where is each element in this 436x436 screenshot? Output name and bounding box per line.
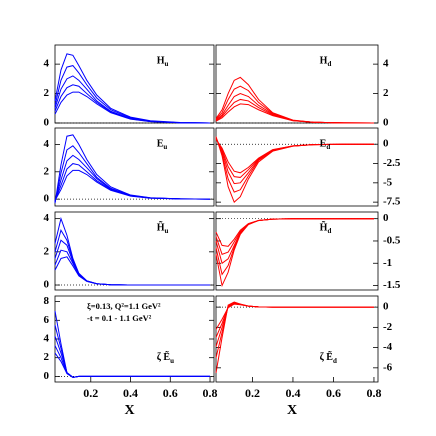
- curve: [215, 302, 374, 347]
- y-tick-label: 0: [383, 301, 389, 313]
- panel-frame: [215, 127, 379, 207]
- curve: [215, 218, 374, 276]
- y-tick-label: -7.5: [383, 196, 401, 208]
- panel-label-sub: u: [170, 357, 174, 365]
- curve: [215, 301, 374, 373]
- curve: [215, 139, 374, 174]
- y-tick-label: 0: [44, 193, 50, 205]
- x-tick-label: 0.8: [366, 386, 381, 400]
- curve: [54, 249, 211, 286]
- curve: [215, 103, 374, 124]
- curve: [215, 93, 374, 124]
- panel-label-sub: d: [326, 143, 330, 151]
- y-tick-label: 6: [44, 314, 50, 326]
- panel-frame: [215, 295, 379, 383]
- panel-label: ζ Ẽu: [157, 351, 174, 364]
- panel-frame: [54, 211, 215, 291]
- y-tick-label: -4: [383, 341, 393, 353]
- y-tick-label: 0: [44, 370, 50, 382]
- y-tick-label: 0: [383, 212, 389, 224]
- annotation: ξ=0.13, Q²=1.1 GeV²: [87, 301, 161, 311]
- panel-label: Eu: [157, 138, 168, 150]
- curve: [54, 336, 211, 378]
- curve: [54, 345, 211, 378]
- y-tick-label: 0: [383, 117, 389, 129]
- y-tick-label: 4: [383, 58, 389, 70]
- y-tick-label: 2: [44, 351, 50, 363]
- y-tick-label: -6: [383, 361, 393, 373]
- x-tick-label: 0.2: [83, 386, 98, 400]
- curve: [54, 229, 211, 286]
- x-tick-label: 0.2: [245, 386, 260, 400]
- curve: [54, 91, 211, 124]
- x-tick-label: 0.4: [285, 386, 300, 400]
- x-axis-label: X: [287, 403, 297, 418]
- panel-frame: [215, 211, 379, 291]
- panel-frame: [215, 44, 379, 124]
- curve: [54, 352, 211, 378]
- curve: [215, 303, 374, 330]
- panel-label: ζ Ẽd: [320, 351, 337, 364]
- y-tick-label: 4: [44, 138, 50, 150]
- curve: [215, 137, 374, 185]
- x-tick-label: 0.4: [123, 386, 138, 400]
- curve: [54, 145, 211, 203]
- y-tick-label: 2: [383, 87, 389, 99]
- curve: [54, 134, 211, 204]
- panel-frame: [54, 127, 215, 207]
- panel-label-sub: d: [333, 357, 337, 365]
- y-tick-label: -5: [383, 176, 393, 188]
- x-tick-label: 0.8: [203, 386, 218, 400]
- y-tick-label: 2: [44, 245, 50, 257]
- panel-label: Hd: [320, 55, 332, 67]
- y-tick-label: 4: [44, 212, 50, 224]
- curve: [215, 303, 374, 338]
- y-tick-label: -0.5: [383, 235, 401, 247]
- curve: [215, 218, 374, 265]
- curve: [54, 256, 211, 286]
- y-tick-label: 4: [44, 58, 50, 70]
- curve: [54, 324, 211, 378]
- curve: [215, 218, 374, 247]
- x-tick-label: 0.6: [326, 386, 341, 400]
- y-tick-label: -2.5: [383, 157, 401, 169]
- curve: [54, 169, 211, 201]
- y-tick-label: 0: [44, 279, 50, 291]
- curve: [54, 239, 211, 286]
- curve: [215, 98, 374, 124]
- panel-label: H̃d: [320, 221, 332, 235]
- panel-label: Ed: [320, 138, 331, 150]
- panel-label-sub: u: [165, 60, 169, 68]
- x-axis-label: X: [124, 403, 134, 418]
- y-tick-label: 0: [383, 138, 389, 150]
- annotation: -t = 0.1 - 1.1 GeV²: [87, 313, 152, 323]
- x-tick-label: 0.6: [163, 386, 178, 400]
- y-tick-label: -1: [383, 257, 392, 269]
- curve: [215, 218, 374, 288]
- panel-label: Hu: [157, 55, 169, 67]
- y-tick-label: 2: [44, 165, 50, 177]
- y-tick-label: 4: [44, 333, 50, 345]
- curve: [54, 65, 211, 124]
- y-tick-label: -2: [383, 321, 393, 333]
- panel-label-sub: d: [327, 227, 331, 235]
- y-tick-label: 8: [44, 295, 50, 307]
- panel-frame: [54, 44, 215, 124]
- y-tick-label: -1.5: [383, 279, 401, 291]
- panel-label-sub: u: [165, 227, 169, 235]
- y-tick-label: 0: [44, 117, 50, 129]
- panel-label-sub: d: [327, 60, 331, 68]
- curve: [54, 75, 211, 124]
- curve: [215, 302, 374, 358]
- panel-label-sub: u: [163, 143, 167, 151]
- y-tick-label: 2: [44, 87, 50, 99]
- curve: [54, 53, 211, 124]
- panel-label: H̃u: [157, 221, 169, 235]
